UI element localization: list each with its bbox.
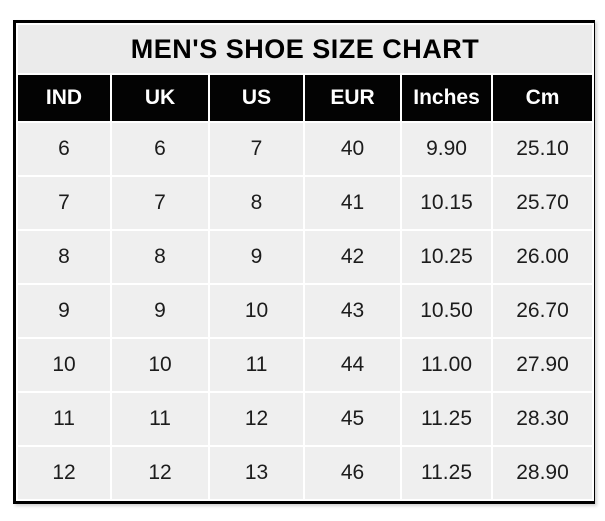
table-cell: 12 — [208, 391, 305, 447]
table-cell: 12 — [16, 445, 112, 501]
table-cell: 10.25 — [400, 229, 493, 285]
table-row: 8 8 9 42 10.25 26.00 — [16, 229, 595, 285]
column-header-eur: EUR — [303, 73, 402, 123]
table-cell: 6 — [110, 121, 210, 177]
table-row: 12 12 13 46 11.25 28.90 — [16, 445, 595, 501]
table-cell: 10.15 — [400, 175, 493, 231]
table-cell: 11 — [16, 391, 112, 447]
table-cell: 26.70 — [490, 283, 595, 339]
table-cell: 11.25 — [400, 391, 493, 447]
table-cell: 28.30 — [490, 391, 595, 447]
table-cell: 9 — [208, 229, 305, 285]
table-cell: 9 — [110, 283, 210, 339]
size-chart-table: MEN'S SHOE SIZE CHART IND UK US EUR Inch… — [15, 23, 595, 501]
page-title: MEN'S SHOE SIZE CHART — [15, 23, 595, 75]
table-row: 10 10 11 44 11.00 27.90 — [16, 337, 595, 393]
header-row: IND UK US EUR Inches Cm — [16, 73, 595, 123]
title-row: MEN'S SHOE SIZE CHART — [15, 23, 595, 75]
table-cell: 9 — [16, 283, 112, 339]
table-cell: 10 — [208, 283, 305, 339]
table-cell: 10.50 — [400, 283, 493, 339]
table-cell: 25.70 — [490, 175, 595, 231]
table-row: 11 11 12 45 11.25 28.30 — [16, 391, 595, 447]
table-cell: 11 — [208, 337, 305, 393]
table-cell: 11.25 — [400, 445, 493, 501]
table-cell: 8 — [16, 229, 112, 285]
column-header-inches: Inches — [400, 73, 493, 123]
table-cell: 8 — [208, 175, 305, 231]
table-cell: 6 — [16, 121, 112, 177]
column-header-cm: Cm — [490, 73, 595, 123]
table-cell: 8 — [110, 229, 210, 285]
table-cell: 40 — [303, 121, 402, 177]
table-cell: 44 — [303, 337, 402, 393]
table-cell: 27.90 — [490, 337, 595, 393]
table-cell: 45 — [303, 391, 402, 447]
table-cell: 42 — [303, 229, 402, 285]
table-cell: 9.90 — [400, 121, 493, 177]
column-header-us: US — [208, 73, 305, 123]
table-cell: 11 — [110, 391, 210, 447]
column-header-uk: UK — [110, 73, 210, 123]
table-row: 7 7 8 41 10.15 25.70 — [16, 175, 595, 231]
table-cell: 13 — [208, 445, 305, 501]
table-cell: 7 — [110, 175, 210, 231]
table-cell: 46 — [303, 445, 402, 501]
table-cell: 28.90 — [490, 445, 595, 501]
column-header-ind: IND — [16, 73, 112, 123]
table-cell: 10 — [16, 337, 112, 393]
table-cell: 26.00 — [490, 229, 595, 285]
table-cell: 7 — [208, 121, 305, 177]
table-row: 6 6 7 40 9.90 25.10 — [16, 121, 595, 177]
table-cell: 11.00 — [400, 337, 493, 393]
table-cell: 25.10 — [490, 121, 595, 177]
table-row: 9 9 10 43 10.50 26.70 — [16, 283, 595, 339]
table-cell: 41 — [303, 175, 402, 231]
table-cell: 10 — [110, 337, 210, 393]
table-cell: 43 — [303, 283, 402, 339]
table-cell: 12 — [110, 445, 210, 501]
shoe-size-chart: MEN'S SHOE SIZE CHART IND UK US EUR Inch… — [13, 20, 595, 504]
table-cell: 7 — [16, 175, 112, 231]
